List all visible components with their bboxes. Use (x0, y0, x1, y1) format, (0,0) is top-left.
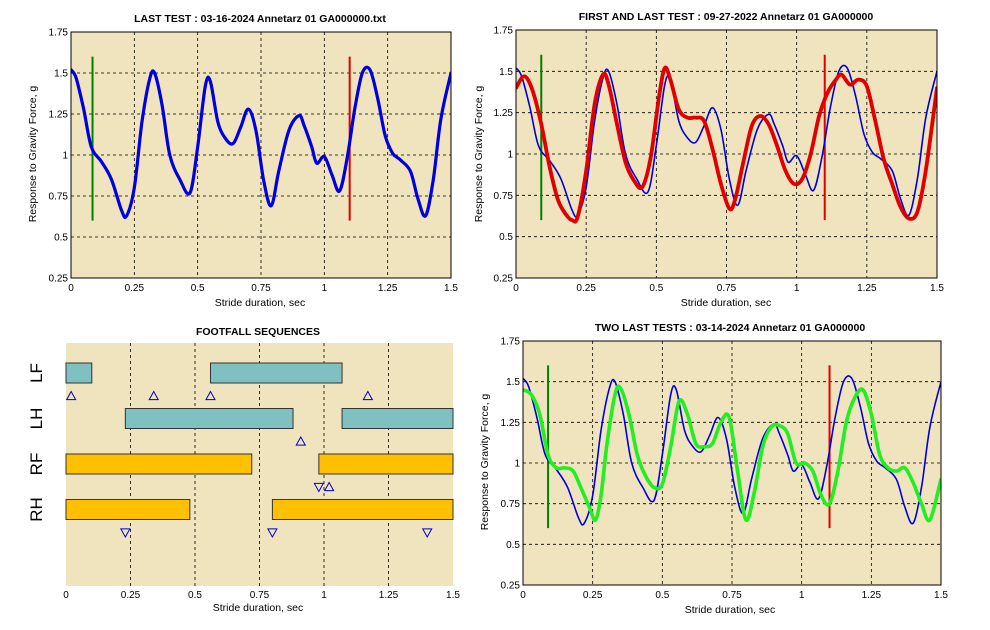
x-tick-label: 0.25 (583, 590, 603, 601)
triangle-up-marker (295, 435, 307, 446)
x-tick-label: 0.75 (722, 590, 742, 601)
y-tick-label: 1.5 (54, 69, 68, 80)
chart-panel-two-last-tests: 0 0.25 0.5 0.75 1 1.25 1.50.250.50.7511.251.51… (479, 322, 948, 616)
x-tick-label: 0 (513, 283, 519, 294)
triangle-up-marker (65, 390, 77, 401)
x-tick-label: 0.75 (250, 590, 270, 601)
x-tick-label: 1 (794, 283, 800, 294)
triangle-up-marker (148, 390, 160, 401)
footfall-bar (65, 453, 253, 475)
chart-panel-last-test: 0 0.25 0.5 0.75 1 1.25 1.50.250.50.7511.251.51… (27, 13, 458, 309)
y-tick-label: 1.5 (506, 377, 520, 388)
footfall-bar (65, 362, 93, 384)
x-tick-label: 0 (520, 590, 526, 601)
x-tick-label: 0 (63, 590, 69, 601)
chart-title: TWO LAST TESTS : 03-14-2024 Annetarz 01 … (595, 322, 866, 334)
chart-panel-first-and-last-test: 0 0.25 0.5 0.75 1 1.25 1.50.250.50.7511.251.51… (473, 11, 944, 309)
footfall-bar (318, 453, 454, 475)
footfall-bar (271, 499, 454, 520)
limb-label: LF (27, 363, 46, 383)
series-line-1 (516, 64, 937, 218)
footfall-bar (124, 408, 294, 429)
y-tick-label: 1.25 (49, 110, 69, 121)
x-tick-label: 1.5 (930, 283, 944, 294)
footfall-bar (341, 408, 454, 429)
y-tick-label: 0.25 (501, 581, 521, 592)
x-axis-label: Stride duration, sec (215, 297, 305, 309)
triangle-up-marker (362, 390, 374, 401)
y-tick-label: 1.25 (494, 108, 514, 119)
footfall-bar (65, 499, 191, 520)
footfall-bar (209, 362, 343, 384)
y-tick-label: 0.25 (49, 274, 69, 285)
x-axis-label: Stride duration, sec (681, 297, 771, 309)
x-axis-label: Stride duration, sec (213, 602, 303, 614)
x-tick-label: 1 (799, 590, 805, 601)
x-tick-label: 0.25 (121, 590, 141, 601)
chart-title: FIRST AND LAST TEST : 09-27-2022 Annetar… (579, 11, 874, 23)
limb-label: RF (27, 453, 46, 476)
x-tick-label: 1.25 (378, 283, 398, 294)
y-tick-label: 1.25 (501, 418, 521, 429)
triangle-down-marker (421, 528, 433, 539)
limb-label: LH (27, 408, 46, 430)
x-tick-label: 1.25 (862, 590, 882, 601)
y-tick-label: 0.25 (494, 274, 514, 285)
x-tick-label: 0.5 (188, 590, 202, 601)
series-line-2 (516, 65, 937, 224)
x-tick-label: 1.25 (379, 590, 399, 601)
x-tick-label: 0.25 (125, 283, 145, 294)
x-axis-label: Stride duration, sec (685, 604, 775, 616)
limb-label: RH (27, 497, 46, 522)
triangle-up-marker (205, 390, 216, 401)
y-tick-label: 0.5 (54, 233, 68, 244)
plot-frame (70, 31, 452, 279)
y-tick-label: 1.75 (49, 28, 69, 39)
x-tick-label: 0.75 (251, 283, 271, 294)
y-tick-label: 0.5 (506, 540, 520, 551)
x-tick-label: 0.5 (649, 283, 663, 294)
x-tick-label: 1.5 (934, 590, 948, 601)
y-tick-label: 0.75 (494, 191, 514, 202)
y-tick-label: 1 (62, 151, 68, 162)
plot-frame (515, 29, 938, 279)
series-line-1 (71, 65, 451, 220)
series-line-2 (523, 384, 941, 523)
triangle-up-marker (323, 481, 335, 492)
x-tick-label: 0 (68, 283, 74, 294)
x-tick-label: 1.5 (446, 590, 460, 601)
y-tick-label: 0.75 (501, 499, 521, 510)
triangle-down-marker (313, 482, 325, 493)
x-tick-label: 0.5 (191, 283, 205, 294)
y-tick-label: 1.75 (494, 26, 514, 37)
y-tick-label: 1 (507, 150, 513, 161)
x-tick-label: 0.75 (717, 283, 737, 294)
y-tick-label: 1.5 (499, 67, 513, 78)
x-tick-label: 1 (321, 590, 327, 601)
y-tick-label: 0.5 (499, 232, 513, 243)
y-tick-label: 0.75 (49, 192, 69, 203)
x-tick-label: 0.5 (655, 590, 669, 601)
y-axis-label: Response to Gravity Force, g (479, 394, 491, 531)
chart-title: FOOTFALL SEQUENCES (196, 326, 320, 338)
triangle-down-marker (267, 528, 278, 539)
x-tick-label: 1.25 (857, 283, 877, 294)
y-tick-label: 1.75 (501, 337, 521, 348)
chart-panel-footfall-sequences: LF LH RF RH 0 0.25 0.5 0.75 1 1.25 1.5 FOOTFALL SEQ… (27, 326, 460, 614)
x-tick-label: 0.25 (576, 283, 596, 294)
x-tick-label: 1 (322, 283, 328, 294)
y-tick-label: 1 (514, 459, 520, 470)
x-tick-label: 1.5 (444, 283, 458, 294)
triangle-down-marker (119, 528, 131, 539)
plot-frame (522, 340, 942, 586)
chart-title: LAST TEST : 03-16-2024 Annetarz 01 GA000… (134, 13, 386, 25)
series-line-1 (523, 375, 941, 526)
y-axis-label: Response to Gravity Force, g (473, 86, 485, 223)
y-axis-label: Response to Gravity Force, g (27, 86, 39, 223)
